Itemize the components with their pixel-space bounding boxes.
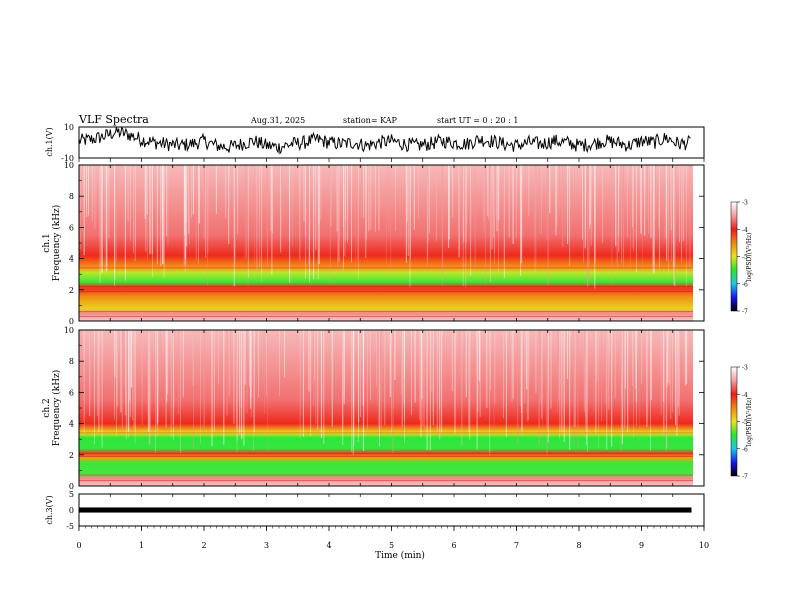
start-time-label: start UT = 0 : 20 : 1 (437, 116, 518, 125)
y-tick-label: 8 (69, 357, 74, 366)
ch3-waveform-band (79, 507, 692, 513)
y-tick-label: 8 (69, 192, 74, 201)
ch2-spectrogram-image (79, 330, 693, 486)
ch1-ytick-bottom: -10 (61, 154, 74, 163)
time-tick-label: 0 (76, 541, 81, 550)
ch3-waveform-trace (78, 494, 705, 513)
time-tick-label: 1 (139, 541, 144, 550)
y-tick-label: 6 (69, 223, 74, 232)
ch2-spectrogram-ylabel-frequency: Frequency (kHz) (51, 370, 62, 447)
ch1-waveform-ylabel: ch.1(V) (45, 127, 54, 156)
colorbar-tick-label: -6 (742, 446, 748, 453)
time-tick-label: 8 (576, 541, 581, 550)
ch1-ytick-top: 10 (64, 123, 74, 132)
time-tick-label: 3 (264, 541, 269, 550)
time-tick-label: 6 (451, 541, 456, 550)
colorbar-tick-label: -5 (742, 419, 748, 426)
ch3-ytick-top: 5 (69, 490, 74, 499)
ch2-spectrogram-ylabel-channel: ch.2 (42, 398, 52, 417)
ch2-spectrogram-lines (79, 432, 693, 481)
time-tick-label: 4 (326, 541, 331, 550)
ch1-colorbar (730, 201, 738, 312)
station-label: station= KAP (343, 116, 398, 125)
colorbar-tick-label: -5 (742, 254, 748, 261)
ch3-waveform-ylabel: ch.3(V) (45, 495, 54, 524)
time-axis-label: Time (min) (375, 550, 425, 561)
ch1-spectrogram-ylabel-channel: ch.1 (42, 233, 52, 252)
ch2-colorbar (730, 366, 738, 477)
time-tick-label: 5 (389, 541, 394, 550)
time-tick-label: 10 (699, 541, 709, 550)
colorbar-tick-label: -6 (742, 281, 748, 288)
figure-title: VLF Spectra (78, 113, 149, 126)
colorbar-tick-label: -4 (742, 227, 748, 234)
ch2-colorbar-label: log(PSD)(V²/Hz) (746, 398, 753, 447)
y-tick-label: 0 (69, 317, 74, 326)
y-tick-label: 6 (69, 388, 74, 397)
ch2-spectrogram-streaks (80, 330, 688, 455)
colorbar-tick-label: -4 (742, 392, 748, 399)
y-tick-label: 10 (64, 326, 74, 335)
ch1-colorbar-ticks: -3 -4 -5 -6 -7 (737, 200, 748, 316)
ch1-spectrogram-ylabel-frequency: Frequency (kHz) (51, 205, 62, 282)
y-tick-label: 4 (69, 255, 74, 264)
colorbar-tick-label: -3 (742, 365, 748, 372)
time-tick-label: 2 (201, 541, 206, 550)
ch1-frequency-ticks: 0 2 4 6 8 10 (64, 161, 705, 326)
ch1-spectrogram-lines (79, 267, 693, 317)
ch2-colorbar-ticks: -3 -4 -5 -6 -7 (737, 365, 748, 481)
ch1-waveform-panel: 10 -10 ch.1(V) (45, 123, 705, 163)
y-tick-label: 0 (69, 482, 74, 491)
y-tick-label: 4 (69, 420, 74, 429)
time-tick-label: 9 (639, 541, 644, 550)
y-tick-label: 10 (64, 161, 74, 170)
colorbar-tick-label: -7 (742, 474, 748, 481)
time-axis-ticks: 0 1 2 3 4 5 6 7 8 9 10 (76, 526, 709, 550)
ch1-waveform-trace (78, 126, 705, 162)
ch3-waveform-panel: 5 0 -5 ch.3(V) 0 1 2 3 4 5 6 7 8 9 10 Time (min) (45, 490, 709, 561)
ch3-ytick-bottom: -5 (66, 522, 74, 531)
ch1-colorbar-label: log(PSD)(V²/Hz) (746, 233, 753, 282)
time-tick-label: 7 (514, 541, 519, 550)
ch3-ytick-middle: 0 (69, 506, 74, 515)
colorbar-tick-label: -7 (742, 309, 748, 316)
ch1-waveform-line (78, 126, 691, 155)
y-tick-label: 2 (69, 451, 74, 460)
colorbar-tick-label: -3 (742, 200, 748, 207)
date-label: Aug.31, 2025 (250, 116, 305, 125)
y-tick-label: 2 (69, 286, 74, 295)
ch2-frequency-ticks: 0 2 4 6 8 10 (64, 326, 705, 491)
ch1-spectrogram-streaks (79, 165, 691, 289)
